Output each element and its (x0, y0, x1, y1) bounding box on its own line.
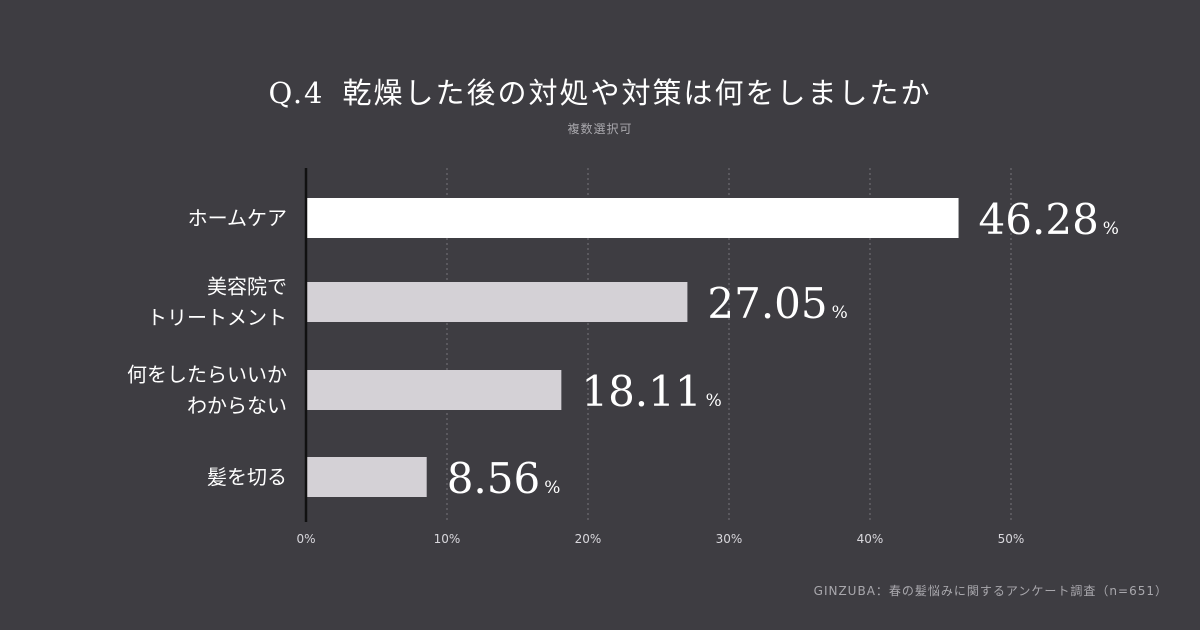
bar (306, 282, 688, 322)
category-label: わからない (187, 394, 287, 418)
x-tick-label: 0% (296, 532, 315, 546)
bar (306, 198, 959, 238)
value-label: 46.28% (979, 195, 1119, 244)
category-label: 何をしたらいいか (127, 363, 287, 387)
bar (306, 457, 427, 497)
x-tick-label: 40% (857, 532, 884, 546)
category-label: トリートメント (147, 306, 287, 330)
value-label: 18.11% (581, 367, 721, 416)
x-tick-label: 30% (716, 532, 743, 546)
x-tick-label: 50% (998, 532, 1025, 546)
question-text: 乾燥した後の対処や対策は何をしましたか (342, 76, 932, 110)
category-label: ホームケア (188, 206, 287, 230)
category-label: 髪を切る (207, 465, 287, 489)
question-number: Q.4 (268, 76, 325, 110)
x-tick-label: 10% (434, 532, 461, 546)
category-label: 美容院で (207, 275, 287, 299)
x-tick-label: 20% (575, 532, 602, 546)
bar (306, 370, 562, 410)
value-label: 27.05% (707, 279, 847, 328)
chart-subtitle: 複数選択可 (567, 122, 633, 136)
source-note: GINZUBA：春の髪悩みに関するアンケート調査（n=651） (813, 584, 1168, 598)
chart-title: Q.4 乾燥した後の対処や対策は何をしましたか (0, 70, 1200, 112)
value-label: 8.56% (447, 454, 561, 503)
